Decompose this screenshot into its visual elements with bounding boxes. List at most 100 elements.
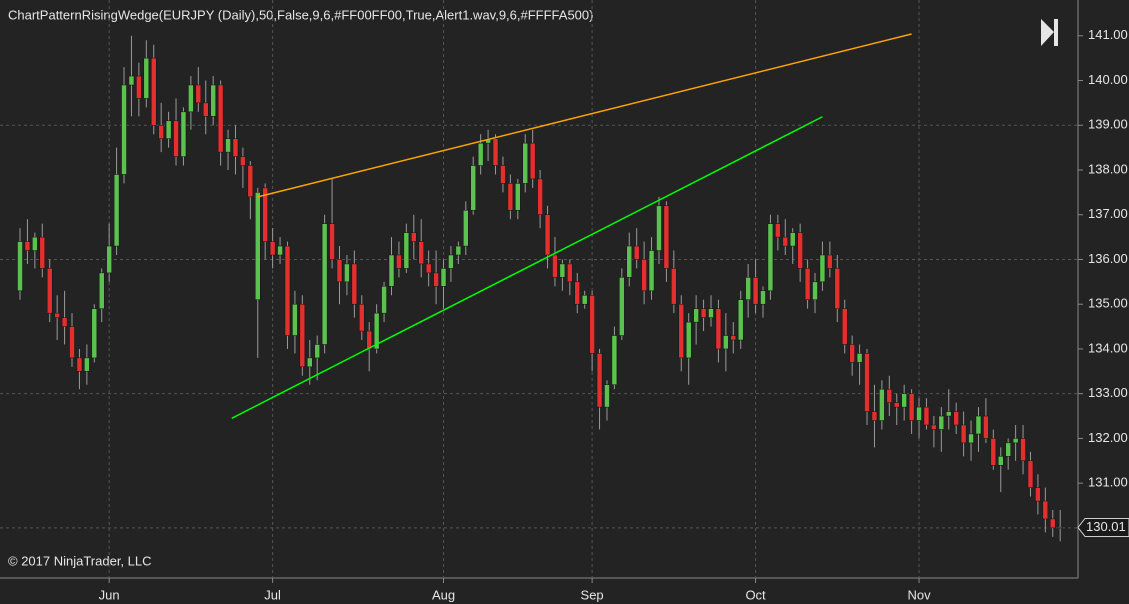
candle-body — [477, 142, 484, 166]
candle-body — [663, 205, 670, 269]
candle-body — [611, 335, 618, 385]
candle-body — [886, 388, 893, 403]
candle-body — [901, 393, 907, 408]
candle-body — [54, 312, 60, 318]
x-tick-label: Nov — [907, 587, 931, 602]
y-tick-label: 131.00 — [1088, 475, 1128, 490]
y-tick-label: 141.00 — [1088, 27, 1128, 42]
candle-body — [448, 254, 454, 269]
y-tick-label: 133.00 — [1088, 385, 1128, 400]
y-tick-label: 136.00 — [1088, 251, 1128, 266]
candle-body — [946, 411, 952, 417]
candle-body — [619, 277, 625, 336]
candle-body — [46, 268, 53, 314]
candle-body — [425, 263, 432, 274]
candle-body — [968, 433, 974, 444]
candle-body — [165, 120, 172, 139]
candle-body — [789, 232, 796, 247]
candle-body — [544, 214, 551, 256]
candle-body — [633, 245, 640, 260]
candle-body — [500, 165, 506, 184]
candle-body — [91, 308, 98, 359]
price-marker — [1077, 517, 1129, 537]
candle-body — [515, 183, 521, 211]
candle-body — [938, 415, 945, 430]
candle-body — [321, 223, 328, 345]
y-tick-label: 138.00 — [1088, 161, 1128, 176]
candle-body — [529, 142, 536, 180]
x-tick-label: Jul — [264, 587, 281, 602]
candle-body — [953, 411, 959, 426]
candle-body — [507, 183, 514, 211]
candle-body — [1012, 438, 1019, 444]
candle-body — [1005, 442, 1011, 457]
candle-body — [931, 424, 937, 430]
candle-body — [990, 438, 997, 466]
candle-body — [136, 75, 142, 99]
x-tick-label: Aug — [432, 587, 455, 602]
candle-body — [195, 84, 202, 104]
candle-body — [1057, 527, 1063, 529]
candle-body — [69, 326, 75, 359]
candle-body — [908, 393, 915, 421]
candle-body — [344, 263, 350, 283]
current-price-label: 130.01 — [1086, 519, 1126, 534]
y-tick-label: 132.00 — [1088, 430, 1128, 445]
candle-body — [433, 272, 439, 287]
candle-body — [32, 236, 38, 251]
candle-body — [225, 138, 231, 153]
candle-body — [418, 241, 424, 265]
candle-body — [752, 277, 759, 305]
candle-body — [960, 424, 967, 444]
candle-body — [841, 308, 848, 345]
candle-body — [537, 178, 543, 215]
candle-body — [574, 281, 580, 305]
play-icon — [1041, 19, 1058, 46]
candle-body — [812, 281, 818, 300]
candle-body — [359, 303, 365, 332]
candle-body — [463, 210, 469, 247]
candle-body — [797, 232, 803, 269]
candle-body — [61, 317, 68, 327]
y-tick-label: 140.00 — [1088, 72, 1128, 87]
candle-body — [1027, 460, 1034, 488]
candle-body — [403, 232, 410, 269]
candle-body — [373, 312, 380, 350]
candle-body — [849, 344, 855, 363]
candle-body — [24, 241, 31, 251]
candle-body — [737, 299, 744, 341]
candle-body — [856, 353, 863, 363]
candle-body — [715, 308, 722, 350]
candle-body — [864, 353, 870, 412]
candle-body — [396, 254, 402, 269]
candle-body — [685, 321, 692, 359]
candle-body — [284, 245, 291, 336]
candle-body — [84, 357, 90, 372]
candle-body — [671, 268, 677, 305]
candle-body — [351, 263, 358, 305]
candle-body — [121, 84, 127, 175]
candle-body — [492, 138, 499, 166]
candle-body — [106, 245, 112, 274]
candle-body — [180, 111, 187, 157]
candle-body — [158, 125, 164, 139]
candle-body — [745, 277, 751, 300]
candle-body — [559, 263, 566, 278]
candle-body — [819, 254, 826, 283]
candle-body — [782, 236, 789, 247]
candle-body — [581, 295, 588, 305]
candle-body — [203, 102, 209, 117]
candle-body — [150, 57, 157, 126]
candle-body — [767, 223, 774, 292]
candle-body — [775, 223, 781, 238]
candle-body — [552, 254, 558, 278]
candle-body — [589, 295, 595, 354]
candle-body — [1042, 500, 1049, 520]
candle-body — [299, 303, 306, 368]
candle-body — [336, 259, 343, 283]
y-tick-label: 135.00 — [1088, 296, 1128, 311]
y-tick-label: 137.00 — [1088, 206, 1128, 221]
candle-body — [388, 254, 395, 287]
